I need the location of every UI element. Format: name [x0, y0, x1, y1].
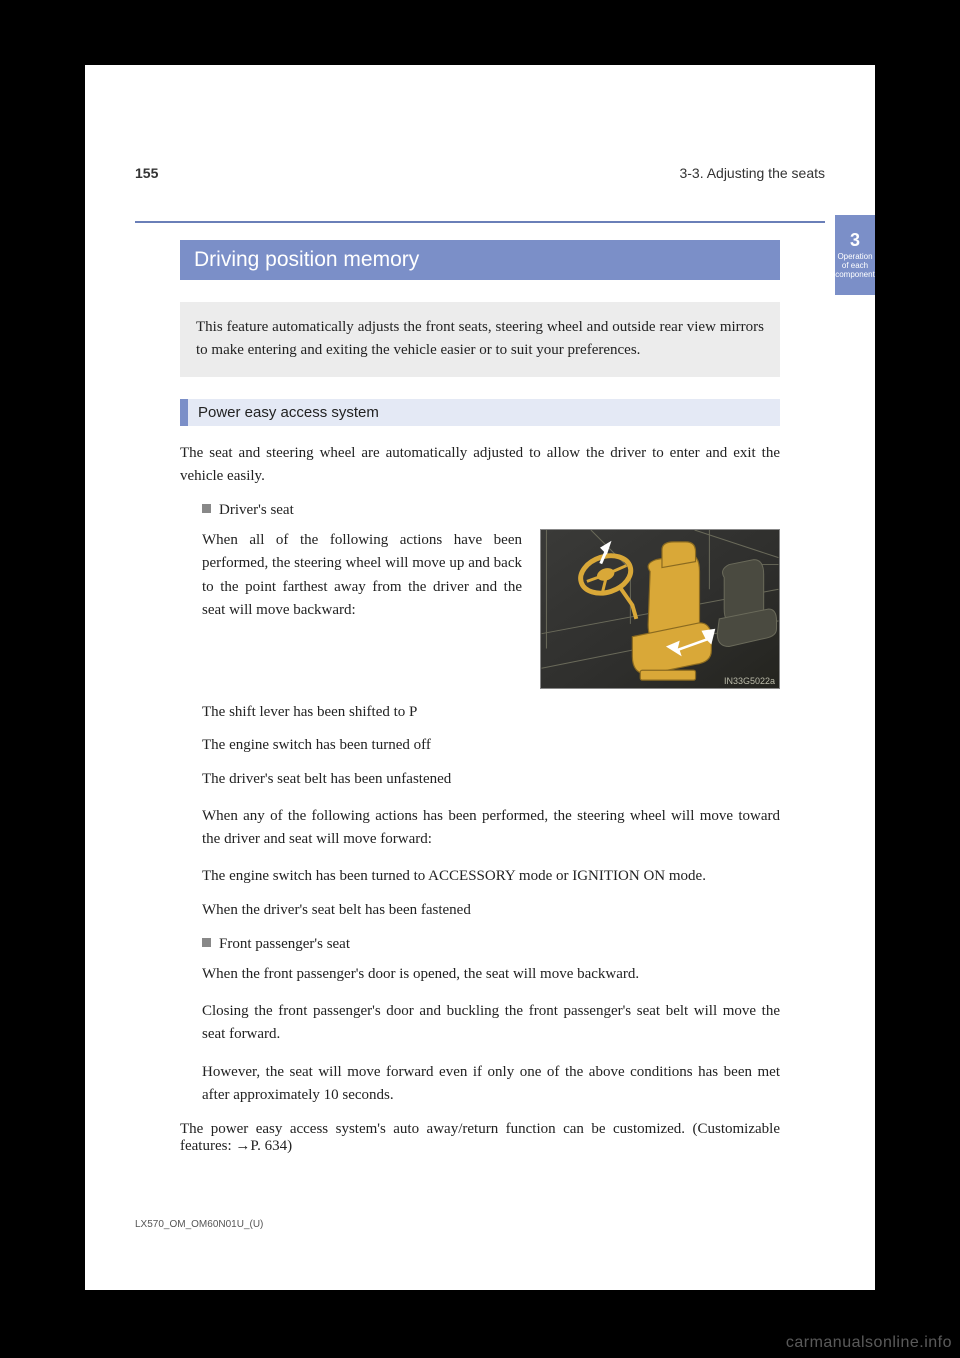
driver-b1-0: The shift lever has been shifted to P [202, 701, 780, 724]
chapter-number: 3 [850, 230, 860, 251]
page-number: 155 [135, 165, 158, 181]
square-bullet-icon [202, 504, 211, 513]
driver-para2: When any of the following actions has be… [202, 805, 780, 852]
driver-seat-para1: When all of the following actions have b… [202, 529, 522, 689]
illustration-wrap: IN33G5022a [540, 529, 780, 689]
subheading-bar: Power easy access system [180, 399, 780, 426]
passenger-seat-heading-text: Front passenger's seat [219, 936, 350, 952]
driver-b1-1: The engine switch has been turned off [202, 734, 780, 757]
section-label: 3-3. Adjusting the seats [679, 165, 825, 181]
seat-illustration: IN33G5022a [540, 529, 780, 689]
driver-bullets-1: The shift lever has been shifted to P Th… [202, 701, 780, 791]
driver-seat-shape [632, 542, 711, 680]
header-rule [135, 221, 825, 223]
passenger-seat-section: Front passenger's seat When the front pa… [202, 936, 780, 1107]
passenger-seat-shape [717, 560, 776, 647]
chapter-tab: 3 Operation of each component [835, 215, 875, 295]
passenger-p1: When the front passenger's door is opene… [202, 963, 780, 986]
intro-box: This feature automatically adjusts the f… [180, 302, 780, 377]
passenger-p2: Closing the front passenger's door and b… [202, 1000, 780, 1047]
page-header: 155 3-3. Adjusting the seats [135, 165, 825, 181]
chapter-label: Operation of each component [835, 253, 875, 279]
passenger-p3: However, the seat will move forward even… [202, 1061, 780, 1108]
passenger-seat-heading: Front passenger's seat [202, 936, 780, 953]
driver-b1-2: The driver's seat belt has been unfasten… [202, 768, 780, 791]
square-bullet-icon [202, 938, 211, 947]
steering-wheel-shape [576, 550, 637, 619]
driver-seat-heading: Driver's seat [202, 502, 780, 519]
driver-seat-section: Driver's seat When all of the following … [202, 502, 780, 922]
body-intro: The seat and steering wheel are automati… [180, 442, 780, 489]
illustration-label: IN33G5022a [724, 676, 775, 686]
footnote: The power easy access system's auto away… [180, 1121, 780, 1155]
manual-page: 155 3-3. Adjusting the seats 3 Operation… [85, 65, 875, 1290]
driver-bullets-2: The engine switch has been turned to ACC… [202, 865, 780, 922]
driver-seat-two-col: When all of the following actions have b… [202, 529, 780, 689]
seat-svg [541, 530, 779, 688]
page-title: Driving position memory [180, 240, 780, 280]
watermark: carmanualsonline.info [786, 1334, 952, 1352]
driver-b2-0: The engine switch has been turned to ACC… [202, 865, 780, 888]
driver-seat-heading-text: Driver's seat [219, 502, 294, 518]
driver-b2-1: When the driver's seat belt has been fas… [202, 899, 780, 922]
date-stamp: LX570_OM_OM60N01U_(U) [135, 1219, 263, 1230]
content-area: Driving position memory This feature aut… [180, 240, 780, 1173]
page-outer: 155 3-3. Adjusting the seats 3 Operation… [0, 0, 960, 1358]
